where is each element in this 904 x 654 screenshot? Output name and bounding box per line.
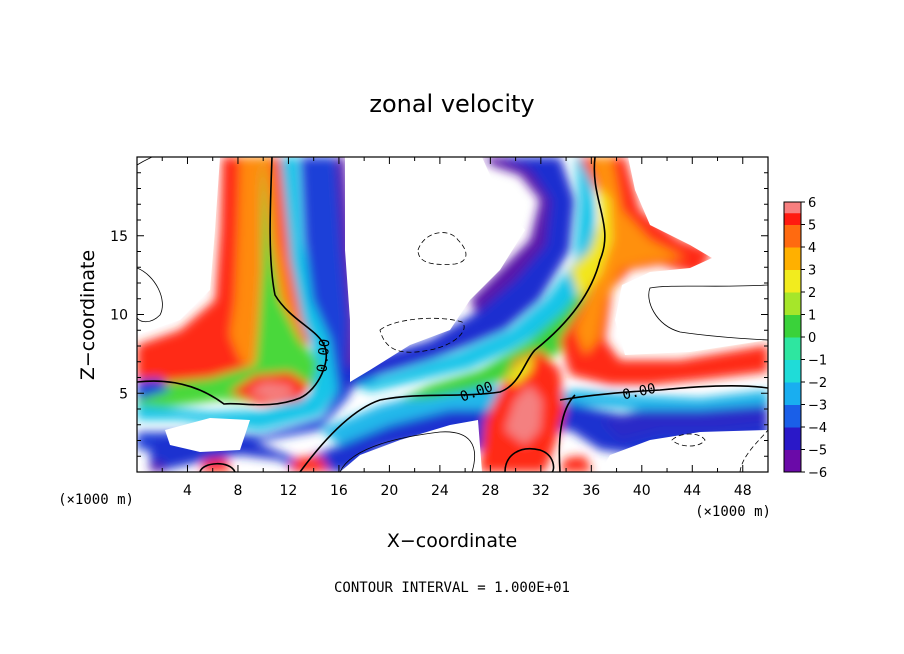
negative-contour-right-edge [739, 429, 768, 472]
x-tick-label: 40 [633, 483, 651, 499]
colorbar-swatch [784, 247, 801, 270]
negative-contour-lower-right [671, 433, 706, 447]
field-region-left-jet-green [137, 157, 318, 412]
x-axis-units: (×1000 m) [695, 504, 771, 520]
x-tick-label: 20 [380, 483, 398, 499]
y-tick-label: 10 [110, 308, 128, 324]
contour-lines [137, 157, 768, 472]
y-axis-title: Z−coordinate [77, 250, 99, 380]
positive-contour-lower-center [339, 431, 476, 472]
field-gap-center [345, 157, 525, 382]
y-tick-label: 5 [119, 386, 128, 402]
colorbar-swatch [784, 449, 801, 473]
y-tick-label: 15 [110, 229, 128, 245]
colorbar: 6 5 4 3 2 1 0 −1 −2 −3 −4 −5 −6 [783, 196, 827, 481]
colorbar-swatch [784, 292, 801, 315]
field-gap-lower-center [340, 420, 482, 472]
colorbar-swatch [784, 269, 801, 293]
field-region-bottom-red-right [560, 456, 592, 472]
field-gap-upper-left [137, 157, 220, 335]
field-gap-lower-right [600, 430, 768, 472]
colorbar-swatch-top [784, 202, 801, 214]
colorbar-tick-label: 3 [808, 264, 816, 279]
plot-area: 0.00 0.00 0.00 4 8 12 16 20 24 28 32 36 40 44 48510… [110, 156, 769, 499]
x-tick-label: 24 [431, 483, 449, 499]
zero-contour-core-right [558, 394, 576, 472]
zero-contour-bottom-left [199, 462, 236, 472]
contour-label-left: 0.00 [315, 338, 334, 373]
colorbar-tick-label: 6 [808, 196, 816, 211]
x-tick-label: 4 [183, 483, 192, 499]
field-gap-lower-left [165, 418, 250, 452]
negative-contour-middle [379, 317, 465, 353]
x-tick-label: 32 [532, 483, 550, 499]
x-tick-label: 16 [330, 483, 348, 499]
field-region-left-jet-blue [137, 157, 355, 450]
colorbar-swatch [784, 314, 801, 338]
field-region-left-jet-cyan [137, 157, 345, 430]
colorbar-swatch [784, 382, 801, 405]
contour-label-right: 0.00 [621, 381, 657, 404]
colorbar-tick-label: −1 [808, 354, 827, 369]
zero-contour-right [559, 385, 768, 401]
zero-contour-left-jet [137, 157, 328, 406]
field-region-low-band-cyan [320, 385, 768, 445]
contour-interval-note: CONTOUR INTERVAL = 1.000E+01 [334, 580, 570, 596]
colorbar-swatch [784, 427, 801, 450]
chart-title: zonal velocity [369, 90, 534, 118]
colorbar-tick-label: 1 [808, 309, 816, 324]
colorbar-tick-label: −3 [808, 399, 827, 414]
field-region-bottom-red-mid [290, 456, 330, 472]
zero-contour-core [504, 448, 555, 472]
x-tick-label: 48 [734, 483, 752, 499]
field-region-left-blue-edge [137, 378, 170, 400]
y-axis-units: (×1000 m) [58, 492, 134, 508]
colorbar-swatch [784, 337, 801, 360]
x-axis-title: X−coordinate [387, 530, 517, 552]
field-region-bottom-purple [150, 462, 165, 472]
negative-contour-upper [417, 232, 467, 265]
colorbar-swatch [784, 359, 801, 383]
positive-contour-upper-left [137, 267, 163, 323]
colorbar-swatch [784, 224, 801, 248]
axis-ticks [137, 157, 768, 472]
colorbar-swatch [784, 404, 801, 428]
field-region-lens-pink [248, 382, 295, 400]
colorbar-tick-label: −4 [808, 421, 827, 436]
field-region-right-low-blue [600, 405, 768, 440]
field-region-mid-jet-cyan [355, 157, 595, 392]
x-tick-label: 44 [683, 483, 701, 499]
colorbar-tick-label: 2 [808, 286, 816, 301]
field-region-bottom-red-left [200, 458, 232, 472]
colorbar-tick-label: 0 [808, 331, 816, 346]
colorbar-tick-label: −5 [808, 444, 827, 459]
colorbar-tick-label: 4 [808, 241, 816, 256]
positive-contour-upper-right [648, 284, 768, 341]
x-tick-label: 36 [582, 483, 600, 499]
field-region-core-pink [505, 385, 542, 445]
colorbar-tick-label: 5 [808, 219, 816, 234]
x-tick-label: 8 [233, 483, 242, 499]
colorbar-tick-label: −2 [808, 376, 827, 391]
x-tick-label: 12 [280, 483, 298, 499]
colorbar-tick-label: −6 [808, 466, 827, 481]
field-gap-upper-right [615, 157, 768, 355]
x-tick-label: 28 [481, 483, 499, 499]
zero-contour-low-band [299, 157, 606, 472]
